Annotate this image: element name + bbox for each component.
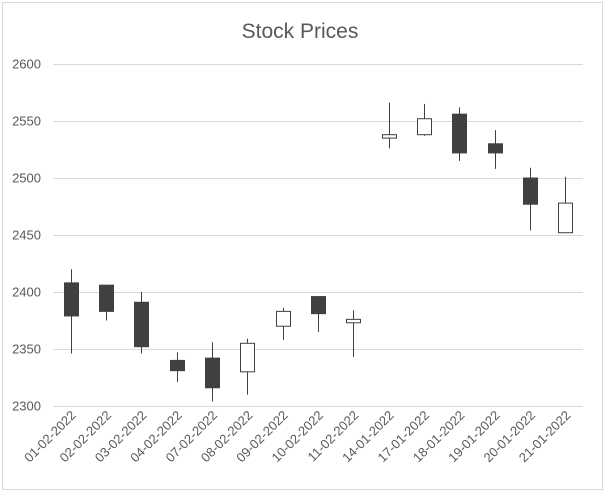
gridlines [53, 64, 583, 407]
candle-body [382, 134, 397, 139]
candle-body [558, 202, 573, 234]
candle-body [276, 310, 291, 327]
candle [346, 310, 361, 357]
candle-body [346, 318, 361, 324]
candles [64, 102, 573, 402]
candle [382, 102, 397, 149]
y-tick-label: 2400 [12, 285, 41, 300]
candle-body [311, 296, 326, 315]
candle [452, 107, 467, 161]
candle [170, 352, 185, 383]
candle-body [488, 143, 503, 154]
candle [99, 284, 114, 321]
chart-area [2, 2, 603, 490]
candle [311, 296, 326, 332]
candle-body [170, 359, 185, 372]
y-tick-label: 2350 [12, 342, 41, 357]
y-tick-label: 2300 [12, 399, 41, 414]
y-tick-label: 2550 [12, 114, 41, 129]
y-tick-label: 2450 [12, 228, 41, 243]
candle [64, 269, 79, 354]
candle-body [134, 301, 149, 348]
candle-body [452, 113, 467, 154]
candle [205, 342, 220, 402]
chart-title: Stock Prices [242, 20, 359, 43]
x-axis-tick-labels: 01-02-202202-02-202203-02-202204-02-2022… [21, 408, 573, 466]
candle [240, 338, 255, 395]
candle [523, 167, 538, 231]
y-tick-label: 2600 [12, 57, 41, 72]
candle-body [205, 357, 220, 389]
y-axis-tick-labels: 2300 2350 2400 2450 2500 2550 2600 [12, 57, 41, 414]
y-tick-label: 2500 [12, 171, 41, 186]
candle [558, 176, 573, 234]
candle-body [99, 284, 114, 312]
candle [417, 103, 432, 136]
candle-body [64, 282, 79, 317]
candle [276, 307, 291, 340]
candle-body [523, 177, 538, 205]
candle [134, 292, 149, 354]
candle-body [240, 342, 255, 373]
candle-body [417, 118, 432, 136]
candle [488, 130, 503, 169]
